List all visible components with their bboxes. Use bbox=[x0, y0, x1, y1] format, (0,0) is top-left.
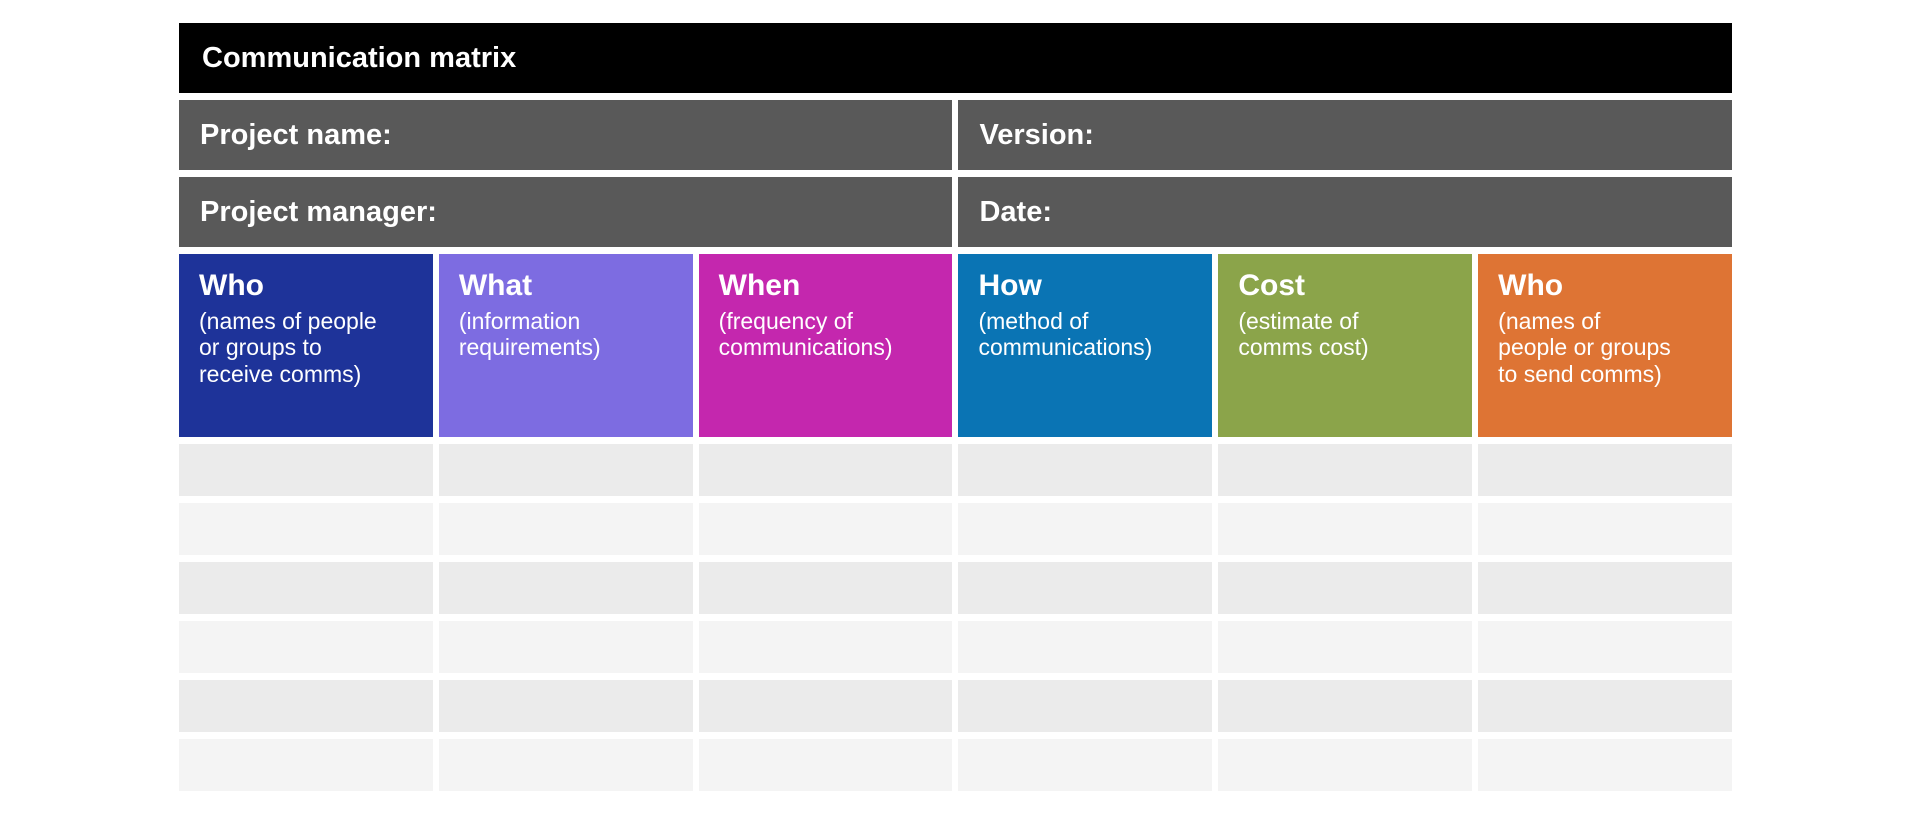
column-subtitle: (names of people or groups to send comms… bbox=[1498, 307, 1671, 388]
column-title: What bbox=[458, 269, 533, 302]
body-cell[interactable] bbox=[1478, 444, 1732, 496]
body-cell[interactable] bbox=[958, 562, 1213, 614]
body-cell[interactable] bbox=[698, 503, 953, 555]
body-cell[interactable] bbox=[179, 621, 433, 673]
project-manager-label: Project manager: bbox=[200, 195, 437, 228]
body-cell[interactable] bbox=[179, 503, 433, 555]
column-title: How bbox=[978, 269, 1042, 302]
body-cell[interactable] bbox=[958, 621, 1213, 673]
body-cell[interactable] bbox=[1218, 503, 1473, 555]
version-label: Version: bbox=[979, 118, 1094, 151]
body-cell[interactable] bbox=[179, 562, 433, 614]
body-cell[interactable] bbox=[698, 739, 953, 791]
body-cell[interactable] bbox=[958, 680, 1213, 732]
project-name-cell[interactable]: Project name: bbox=[179, 100, 953, 170]
version-cell[interactable]: Version: bbox=[958, 100, 1732, 170]
column-subtitle: (estimate of comms cost) bbox=[1238, 307, 1369, 361]
column-title: Who bbox=[1498, 269, 1564, 302]
body-cell[interactable] bbox=[438, 562, 693, 614]
column-title: When bbox=[718, 269, 801, 302]
body-cell[interactable] bbox=[698, 621, 953, 673]
body-cell[interactable] bbox=[958, 739, 1213, 791]
body-cell[interactable] bbox=[1218, 739, 1473, 791]
body-cell[interactable] bbox=[438, 680, 693, 732]
body-cell[interactable] bbox=[1218, 680, 1473, 732]
body-cell[interactable] bbox=[438, 739, 693, 791]
column-subtitle: (information requirements) bbox=[458, 307, 601, 361]
table-title: Communication matrix bbox=[202, 41, 517, 74]
table-title-bar: Communication matrix bbox=[179, 23, 1732, 93]
column-header-cost: Cost (estimate of comms cost) bbox=[1218, 254, 1473, 437]
body-cell[interactable] bbox=[698, 444, 953, 496]
body-cell[interactable] bbox=[179, 739, 433, 791]
body-cell[interactable] bbox=[1478, 562, 1732, 614]
project-manager-cell[interactable]: Project manager: bbox=[179, 177, 953, 247]
body-cell[interactable] bbox=[1478, 680, 1732, 732]
body-cell[interactable] bbox=[698, 680, 953, 732]
body-cell[interactable] bbox=[179, 444, 433, 496]
body-cell[interactable] bbox=[1218, 621, 1473, 673]
column-header-what: What (information requirements) bbox=[438, 254, 693, 437]
body-cell[interactable] bbox=[1478, 503, 1732, 555]
column-header-how: How (method of communications) bbox=[958, 254, 1213, 437]
body-cell[interactable] bbox=[698, 562, 953, 614]
date-label: Date: bbox=[979, 195, 1052, 228]
communication-matrix-table: Communication matrix Project name: Versi… bbox=[179, 23, 1732, 791]
column-header-who-receive: Who (names of people or groups to receiv… bbox=[179, 254, 433, 437]
body-cell[interactable] bbox=[438, 621, 693, 673]
column-subtitle: (names of people or groups to receive co… bbox=[199, 307, 377, 388]
column-header-who-send: Who (names of people or groups to send c… bbox=[1478, 254, 1732, 437]
body-cell[interactable] bbox=[958, 503, 1213, 555]
body-cell[interactable] bbox=[1478, 739, 1732, 791]
column-subtitle: (frequency of communications) bbox=[718, 307, 893, 361]
body-cell[interactable] bbox=[438, 503, 693, 555]
body-cell[interactable] bbox=[1478, 621, 1732, 673]
project-name-label: Project name: bbox=[200, 118, 392, 151]
body-cell[interactable] bbox=[179, 680, 433, 732]
column-subtitle: (method of communications) bbox=[978, 307, 1153, 361]
body-cell[interactable] bbox=[1218, 562, 1473, 614]
body-cell[interactable] bbox=[438, 444, 693, 496]
date-cell[interactable]: Date: bbox=[958, 177, 1732, 247]
column-title: Who bbox=[199, 269, 264, 302]
column-header-when: When (frequency of communications) bbox=[698, 254, 953, 437]
body-cell[interactable] bbox=[1218, 444, 1473, 496]
body-cell[interactable] bbox=[958, 444, 1213, 496]
column-title: Cost bbox=[1238, 269, 1305, 302]
